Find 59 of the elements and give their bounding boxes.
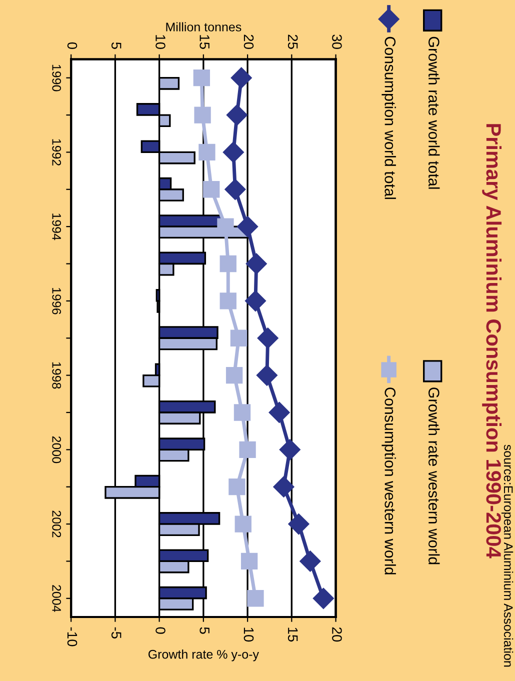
text: Primary Aluminium Consumption 1990-2004	[482, 124, 502, 558]
point	[226, 366, 243, 384]
source-note: source:European Aluminium Association	[501, 444, 514, 667]
y-tick-label: 1990	[52, 64, 62, 92]
point	[273, 476, 294, 498]
point	[246, 253, 267, 274]
x-axis-title: Growth rate % y-o-y	[148, 650, 259, 662]
x-tick-label: 15	[288, 628, 298, 642]
point	[193, 70, 210, 86]
point	[234, 516, 252, 532]
x-tick-label: -10	[67, 627, 78, 646]
x2-axis-title: Million tonnes	[166, 22, 242, 32]
point	[257, 328, 278, 349]
point	[288, 514, 310, 535]
x2-tick-label: 5	[111, 42, 122, 49]
x2-tick-label: 25	[288, 34, 298, 49]
point	[230, 330, 248, 346]
y-tick-label: 2000	[52, 436, 62, 464]
point	[224, 178, 246, 200]
x2-tick-label: 0	[67, 42, 78, 49]
point	[279, 439, 300, 460]
point	[247, 590, 264, 607]
point	[203, 181, 220, 198]
point	[220, 255, 236, 272]
y-tick-label: 1992	[52, 139, 62, 166]
y-tick-label: 2002	[52, 510, 62, 538]
point	[268, 402, 290, 423]
y-tick-label: 1996	[52, 288, 62, 314]
x-tick-label: 5	[200, 627, 210, 634]
x2-tick-label: 10	[156, 35, 166, 49]
x-tick-label: 10	[244, 628, 254, 642]
point	[194, 106, 211, 124]
x2-tick-label: 15	[200, 35, 210, 49]
x2-tick-label: 30	[332, 34, 342, 49]
point	[244, 290, 266, 312]
y-tick-label: 1994	[52, 214, 62, 240]
legend-label: Consumption western world	[382, 388, 396, 574]
x-tick-label: -5	[111, 627, 122, 638]
point	[228, 478, 246, 496]
x-tick-label: 20	[332, 627, 342, 642]
y-tick-label: 1998	[52, 362, 62, 389]
x2-tick-label: 20	[244, 34, 254, 49]
point	[234, 404, 251, 421]
point	[222, 142, 244, 163]
y-tick-label: 2004	[52, 585, 62, 612]
point	[230, 67, 252, 88]
legend-label: Growth rate western world	[428, 388, 440, 564]
point	[240, 552, 258, 570]
point	[312, 588, 334, 609]
point	[237, 216, 258, 238]
point	[220, 292, 236, 310]
x-tick-label: 0	[156, 627, 166, 634]
point	[300, 550, 321, 572]
point	[256, 364, 278, 386]
legend-label: Consumption world total	[382, 36, 396, 199]
legend-label: Growth rate world total	[428, 36, 440, 189]
point	[198, 144, 216, 161]
point	[239, 441, 256, 458]
point	[226, 104, 248, 126]
